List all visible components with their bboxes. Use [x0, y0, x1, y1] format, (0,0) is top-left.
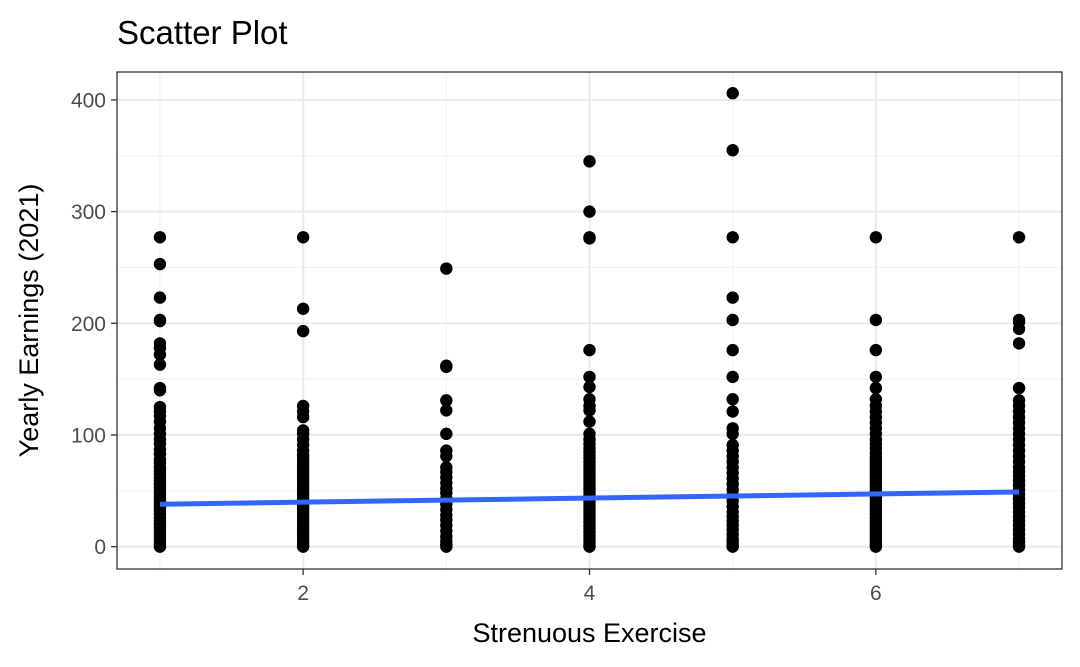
data-point — [583, 205, 596, 218]
y-axis-title: Yearly Earnings (2021) — [14, 184, 44, 458]
data-point — [1012, 231, 1026, 244]
chart-title: Scatter Plot — [117, 14, 288, 51]
data-point — [726, 87, 739, 100]
data-point — [1012, 337, 1026, 350]
y-tick-label: 300 — [71, 201, 106, 224]
trend-line — [159, 489, 1020, 507]
trend-layer — [159, 489, 1020, 507]
data-point — [726, 231, 739, 244]
x-axis-title: Strenuous Exercise — [472, 618, 706, 648]
data-point — [153, 257, 167, 271]
data-point — [869, 540, 883, 553]
data-point — [726, 143, 739, 157]
data-point — [726, 370, 739, 384]
data-point — [153, 314, 167, 328]
data-point — [726, 313, 739, 327]
data-point — [583, 404, 596, 417]
data-point — [583, 415, 596, 428]
data-point — [726, 427, 739, 441]
data-point — [296, 540, 310, 553]
data-point — [440, 394, 453, 407]
data-point — [440, 449, 453, 463]
data-point — [869, 231, 883, 244]
data-point — [1012, 381, 1026, 395]
y-tick-label: 400 — [71, 89, 106, 112]
data-point — [726, 405, 739, 418]
data-point — [1012, 540, 1026, 553]
ticks-layer: 2 4 6 0 100 200 300 400 — [71, 89, 882, 605]
data-point — [153, 291, 167, 304]
data-point — [440, 427, 453, 441]
data-point — [1012, 322, 1026, 336]
data-point — [869, 381, 883, 395]
y-tick-label: 0 — [94, 536, 106, 559]
data-point — [153, 231, 167, 244]
data-point — [440, 404, 453, 417]
x-tick-label: 4 — [584, 582, 596, 605]
data-point — [869, 370, 883, 384]
data-point — [869, 343, 883, 357]
data-point — [583, 380, 596, 394]
data-point — [153, 540, 167, 553]
data-point — [726, 343, 739, 357]
data-point — [296, 302, 310, 315]
y-tick-label: 100 — [71, 424, 106, 447]
data-point — [153, 384, 167, 397]
data-point — [869, 313, 883, 327]
x-tick-label: 6 — [870, 582, 882, 605]
data-point — [583, 155, 596, 168]
x-tick-label: 2 — [297, 582, 309, 605]
data-point — [726, 540, 739, 553]
y-tick-label: 200 — [71, 313, 106, 336]
data-point — [153, 358, 167, 371]
data-point — [583, 540, 596, 553]
data-point — [296, 231, 310, 244]
data-point — [296, 410, 310, 424]
data-point — [296, 324, 310, 338]
data-point — [583, 232, 596, 245]
data-point — [153, 348, 167, 361]
data-point — [726, 291, 739, 304]
data-point — [583, 343, 596, 357]
data-point — [583, 370, 596, 384]
data-point — [440, 540, 453, 553]
data-point — [440, 360, 453, 374]
data-point — [726, 393, 739, 406]
data-point — [440, 262, 453, 275]
